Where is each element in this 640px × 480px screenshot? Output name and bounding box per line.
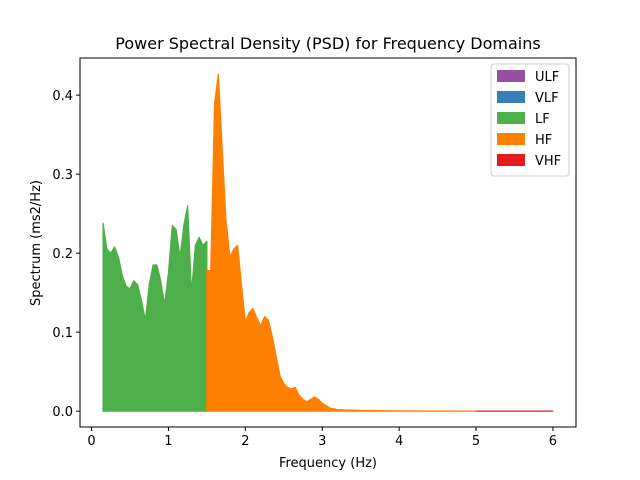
plot-frame: [79, 57, 577, 428]
legend-label-lf: LF: [535, 112, 550, 127]
area-series-group: [102, 73, 554, 412]
legend-label-vlf: VLF: [535, 91, 559, 106]
y-tick-label: 0.0: [52, 405, 73, 420]
x-tick-label: 0: [87, 434, 95, 449]
legend-swatch-hf: [497, 133, 525, 145]
legend: ULF VLF LF HF VHF: [490, 63, 570, 177]
y-tick-label: 0.3: [52, 168, 73, 183]
x-tick-label: 6: [549, 434, 557, 449]
x-tick-label: 1: [164, 434, 172, 449]
axes-group: 0 1 2 3 4 5 6 0.0 0.1 0.2 0.3 0.4: [52, 57, 577, 449]
x-tick-label: 4: [395, 434, 403, 449]
legend-swatch-ulf: [497, 70, 525, 82]
y-axis-title: Spectrum (ms2/Hz): [29, 180, 44, 306]
legend-swatch-vlf: [497, 91, 525, 103]
legend-label-vhf: VHF: [535, 154, 561, 169]
chart-title: Power Spectral Density (PSD) for Frequen…: [115, 34, 540, 53]
y-tick-label: 0.2: [52, 247, 73, 262]
legend-label-hf: HF: [535, 133, 552, 148]
legend-swatch-vhf: [497, 154, 525, 166]
legend-label-ulf: ULF: [535, 70, 559, 85]
legend-swatch-lf: [497, 112, 525, 124]
area-hf: [206, 73, 477, 412]
y-tick-label: 0.1: [52, 326, 73, 341]
y-tick-label: 0.4: [52, 89, 73, 104]
x-axis-title: Frequency (Hz): [279, 456, 377, 471]
area-lf: [102, 205, 208, 412]
x-tick-label: 2: [241, 434, 249, 449]
x-tick-label: 5: [472, 434, 480, 449]
x-tick-label: 3: [318, 434, 326, 449]
